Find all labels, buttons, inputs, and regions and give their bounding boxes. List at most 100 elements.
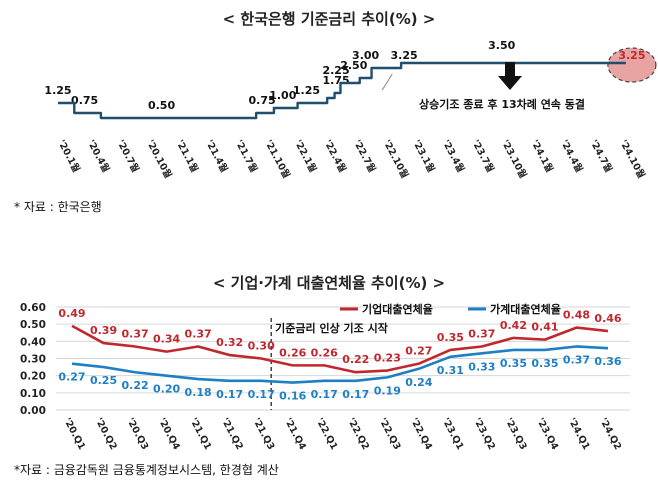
corporate-data-label: 0.30 bbox=[248, 340, 275, 353]
chart2-y-tick: 0.00 bbox=[20, 405, 46, 417]
policy-rate-chart: < 한국은행 기준금리 추이(%) > '20.1월 '20.4월 '20.7월 '2… bbox=[14, 10, 657, 214]
chart2-y-tick: 0.60 bbox=[20, 302, 46, 314]
chart2-x-tick: '21.Q3 bbox=[251, 416, 277, 452]
household-data-label: 0.16 bbox=[279, 390, 306, 403]
corporate-data-label: 0.35 bbox=[437, 331, 464, 344]
chart2-x-tick: '23.Q3 bbox=[503, 416, 529, 452]
chart1-point-label: 0.75 bbox=[249, 94, 276, 107]
corporate-data-label: 0.46 bbox=[594, 312, 621, 325]
corporate-data-label: 0.26 bbox=[279, 346, 306, 359]
chart2-y-tick: 0.50 bbox=[20, 319, 46, 331]
chart1-x-tick: '22.1월 bbox=[292, 138, 319, 175]
chart2-x-tick: '22.Q1 bbox=[314, 416, 340, 452]
chart1-callout-line bbox=[381, 73, 393, 91]
chart2-x-ticks: '20.Q1'20.Q2'20.Q3'20.Q4'21.Q1'21.Q2'21.… bbox=[61, 416, 623, 452]
household-data-label: 0.33 bbox=[468, 360, 495, 373]
legend-household-label: 가계대출연체율 bbox=[490, 302, 561, 316]
household-data-label: 0.27 bbox=[58, 371, 85, 384]
chart2-x-tick: '21.Q4 bbox=[282, 416, 308, 452]
chart2-x-tick: '21.Q1 bbox=[187, 416, 213, 452]
corporate-data-label: 0.37 bbox=[185, 327, 212, 340]
chart2-x-tick: '23.Q1 bbox=[440, 416, 466, 452]
chart1-title: < 한국은행 기준금리 추이(%) > bbox=[223, 10, 436, 28]
chart1-x-tick: '24.7월 bbox=[588, 138, 615, 175]
household-data-label: 0.20 bbox=[153, 383, 180, 396]
chart1-point-label: 0.75 bbox=[71, 94, 98, 107]
chart1-x-tick: '22.4월 bbox=[322, 138, 349, 175]
chart2-x-tick: '22.Q3 bbox=[377, 416, 403, 452]
chart2-y-tick: 0.20 bbox=[20, 371, 46, 383]
chart2-x-tick: '20.Q2 bbox=[93, 416, 119, 452]
household-data-label: 0.25 bbox=[90, 374, 117, 387]
corporate-data-label: 0.37 bbox=[121, 327, 148, 340]
chart1-point-label: 0.50 bbox=[148, 99, 175, 112]
chart2-x-tick: '20.Q4 bbox=[156, 416, 182, 452]
chart1-rate-line bbox=[58, 61, 626, 120]
chart1-point-label: 1.25 bbox=[44, 84, 71, 97]
corporate-data-label: 0.37 bbox=[468, 327, 495, 340]
chart1-point-label: 2.25 bbox=[322, 64, 349, 77]
delinquency-chart: < 기업·가계 대출연체율 추이(%) > 0.600.500.400.300.… bbox=[14, 274, 630, 477]
chart1-x-tick: '23.4월 bbox=[440, 138, 467, 175]
chart1-point-label: 3.00 bbox=[352, 49, 379, 62]
chart1-point-label: 1.25 bbox=[293, 84, 320, 97]
chart1-x-tick: '20.10월 bbox=[144, 138, 174, 180]
household-data-label: 0.22 bbox=[121, 379, 148, 392]
corporate-data-label: 0.22 bbox=[342, 353, 369, 366]
household-data-label: 0.37 bbox=[563, 353, 590, 366]
chart2-y-tick: 0.10 bbox=[20, 388, 46, 400]
chart1-point-labels: 1.250.75 0.50 0.751.001.251.752.252.503.00… bbox=[44, 39, 515, 112]
chart1-x-tick: '21.1월 bbox=[174, 138, 201, 175]
chart1-x-ticks: '20.1월 '20.4월 '20.7월 '20.10월 '21.1월 '21.4월 '21… bbox=[55, 138, 647, 180]
corporate-data-label: 0.34 bbox=[153, 333, 180, 346]
household-data-label: 0.36 bbox=[594, 355, 621, 368]
chart2-x-tick: '21.Q2 bbox=[219, 416, 245, 452]
chart1-x-tick: '20.4월 bbox=[85, 138, 112, 175]
chart1-highlight-label: 3.25 bbox=[618, 49, 645, 62]
chart1-x-tick: '21.10월 bbox=[262, 138, 292, 180]
chart2-legend: 기업대출연체율 가계대출연체율 bbox=[340, 302, 561, 316]
household-delinquency-line bbox=[71, 345, 609, 384]
chart1-x-tick: '23.1월 bbox=[410, 138, 437, 175]
chart1-x-tick: '22.10월 bbox=[381, 138, 411, 180]
chart1-x-tick: '21.7월 bbox=[233, 138, 260, 175]
chart2-x-tick: '22.Q4 bbox=[408, 416, 434, 452]
chart2-x-tick: '23.Q4 bbox=[534, 416, 560, 452]
legend-corporate-label: 기업대출연체율 bbox=[362, 302, 433, 316]
chart2-x-tick: '20.Q3 bbox=[124, 416, 150, 452]
corporate-data-label: 0.48 bbox=[563, 309, 590, 322]
chart2-gridlines bbox=[56, 306, 630, 411]
household-data-label: 0.17 bbox=[342, 388, 369, 401]
chart1-x-tick: '24.1월 bbox=[529, 138, 556, 175]
corporate-data-label: 0.49 bbox=[58, 307, 85, 320]
chart1-x-tick: '21.4월 bbox=[203, 138, 230, 175]
corporate-data-label: 0.27 bbox=[405, 345, 432, 358]
chart2-y-tick: 0.30 bbox=[20, 354, 46, 366]
chart2-x-tick: '24.Q1 bbox=[566, 416, 592, 452]
chart2-x-tick: '22.Q2 bbox=[345, 416, 371, 452]
chart2-title: < 기업·가계 대출연체율 추이(%) > bbox=[213, 274, 445, 292]
household-data-label: 0.17 bbox=[216, 388, 243, 401]
chart2-annotation: 기준금리 인상 기조 시작 bbox=[275, 321, 388, 335]
down-arrow-icon bbox=[498, 62, 522, 90]
chart2-y-tick: 0.40 bbox=[20, 336, 46, 348]
household-data-label: 0.17 bbox=[311, 388, 338, 401]
corporate-data-label: 0.39 bbox=[90, 324, 117, 337]
chart1-x-tick: '23.10월 bbox=[499, 138, 529, 180]
chart1-x-tick: '20.1월 bbox=[55, 138, 82, 175]
corporate-data-label: 0.26 bbox=[311, 346, 338, 359]
corporate-data-label: 0.42 bbox=[500, 319, 527, 332]
chart2-series: 0.49 0.39 0.37 0.34 0.37 0.32 0.30 0.26 0.26 0.22… bbox=[58, 307, 621, 403]
household-data-label: 0.18 bbox=[185, 386, 212, 399]
household-data-label: 0.19 bbox=[374, 384, 401, 397]
chart1-point-label: 3.25 bbox=[391, 49, 418, 62]
chart1-point-label: 1.00 bbox=[269, 89, 296, 102]
corporate-delinquency-line bbox=[71, 324, 609, 374]
chart2-source: *자료 : 금융감독원 금융통계정보시스템, 한경협 계산 bbox=[14, 463, 279, 477]
chart1-point-label: 2.50 bbox=[340, 59, 367, 72]
chart1-annotation: 상승기조 종료 후 13차례 연속 동결 bbox=[419, 97, 585, 111]
chart2-y-ticks: 0.60 0.50 0.40 0.30 0.20 0.10 0.00 bbox=[20, 302, 46, 417]
chart2-x-tick: '20.Q1 bbox=[61, 416, 87, 452]
